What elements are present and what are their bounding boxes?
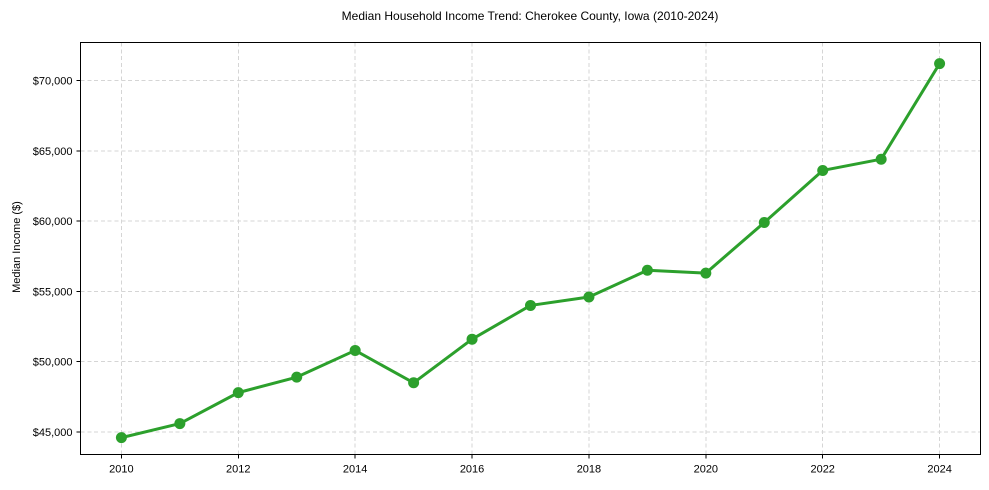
- x-tick-label: 2020: [694, 464, 718, 476]
- y-tick-label: $45,000: [33, 427, 73, 439]
- data-point-2019: [641, 264, 653, 276]
- data-point-2018: [583, 291, 595, 303]
- x-tick-label: 2016: [460, 464, 484, 476]
- x-tick-label: 2014: [343, 464, 367, 476]
- x-tick-label: 2022: [810, 464, 834, 476]
- y-tick-label: $60,000: [33, 216, 73, 228]
- data-point-2013: [291, 371, 303, 383]
- trend-line: [119, 62, 942, 440]
- data-point-2014: [349, 344, 361, 356]
- x-tick-label: 2024: [927, 464, 951, 476]
- data-point-2011: [174, 418, 186, 430]
- x-tick-label: 2010: [109, 464, 133, 476]
- data-point-2023: [875, 153, 887, 165]
- data-point-2012: [232, 387, 244, 399]
- data-point-2015: [408, 377, 420, 389]
- data-point-2021: [758, 216, 770, 228]
- data-point-2020: [700, 267, 712, 279]
- data-point-2017: [525, 299, 536, 311]
- x-tick-label: 2018: [577, 464, 601, 476]
- data-point-2016: [466, 333, 478, 345]
- y-tick-label: $50,000: [33, 357, 73, 369]
- plot-border: [80, 42, 981, 455]
- y-tick-label: $70,000: [33, 75, 73, 87]
- data-point-2022: [817, 164, 829, 176]
- x-tick-label: 2012: [226, 464, 250, 476]
- data-point-2024: [934, 58, 946, 70]
- chart-title: Median Household Income Trend: Cherokee …: [341, 9, 719, 23]
- data-point-2010: [115, 432, 127, 444]
- y-tick-label: $65,000: [33, 146, 73, 158]
- y-tick-label: $55,000: [33, 286, 73, 298]
